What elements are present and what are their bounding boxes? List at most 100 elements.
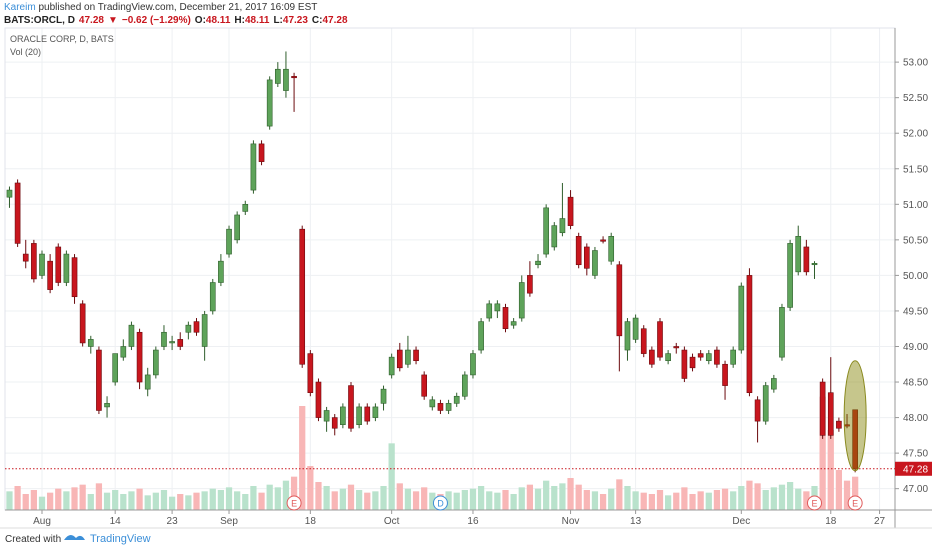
candle-body bbox=[673, 346, 680, 349]
candle-body bbox=[63, 253, 70, 283]
candle-body bbox=[453, 395, 460, 404]
volume-bar bbox=[559, 483, 566, 510]
candle-body bbox=[827, 392, 834, 436]
candle-body bbox=[405, 349, 411, 365]
candle-body bbox=[779, 307, 785, 358]
event-label: E bbox=[811, 499, 817, 509]
volume-bar bbox=[6, 491, 13, 510]
volume-bar bbox=[689, 494, 696, 510]
y-tick-label: 47.00 bbox=[903, 484, 928, 495]
volume-bar bbox=[697, 491, 704, 510]
volume-bar bbox=[404, 488, 412, 510]
volume-bar bbox=[648, 494, 655, 510]
volume-bar bbox=[705, 492, 712, 510]
volume-bar bbox=[323, 486, 330, 510]
event-label: D bbox=[437, 499, 444, 509]
quote-part: O: bbox=[195, 15, 206, 26]
candle-body bbox=[22, 253, 29, 262]
volume-bar bbox=[290, 476, 298, 510]
candle-body bbox=[388, 356, 395, 376]
volume-bar bbox=[38, 496, 46, 510]
y-tick-label: 48.50 bbox=[903, 378, 928, 389]
candle-body bbox=[315, 381, 322, 418]
candle-body bbox=[14, 182, 21, 244]
volume-bar bbox=[453, 492, 460, 510]
volume-bar bbox=[567, 478, 574, 510]
footer-logo bbox=[64, 534, 85, 540]
candle-body bbox=[486, 303, 493, 319]
candle-body bbox=[494, 303, 501, 312]
candle-body bbox=[771, 378, 777, 390]
candle-body bbox=[657, 321, 663, 358]
candle-body bbox=[762, 385, 769, 422]
candle-body bbox=[470, 353, 476, 376]
legend-volume: Vol (20) bbox=[10, 47, 41, 57]
candle-body bbox=[787, 243, 793, 308]
volume-bar bbox=[79, 484, 86, 510]
candle-body bbox=[185, 324, 192, 333]
volume-bar bbox=[819, 396, 826, 510]
quote-part: 48.11 bbox=[245, 15, 270, 26]
candle-body bbox=[193, 321, 200, 333]
candle-body bbox=[600, 239, 606, 242]
candle-body bbox=[348, 385, 354, 429]
candle-body bbox=[87, 339, 94, 347]
y-tick-label: 50.00 bbox=[903, 271, 928, 282]
candle-body bbox=[31, 243, 37, 280]
candle-body bbox=[144, 374, 151, 390]
y-tick-label: 51.50 bbox=[903, 164, 928, 175]
volume-bar bbox=[461, 490, 468, 510]
candle-body bbox=[340, 406, 346, 425]
candle-body bbox=[819, 381, 826, 436]
volume-bar bbox=[185, 495, 192, 510]
candle-body bbox=[510, 321, 517, 326]
quote-part: H: bbox=[234, 15, 245, 26]
volume-bar bbox=[502, 490, 509, 510]
candle-body bbox=[323, 410, 330, 422]
candle-body bbox=[754, 399, 761, 422]
volume-bar bbox=[331, 491, 338, 510]
candle-body bbox=[128, 324, 135, 347]
candle-body bbox=[836, 420, 842, 429]
y-tick-label: 49.50 bbox=[903, 306, 928, 317]
candle-body bbox=[543, 207, 549, 255]
quote-part: 47.28 bbox=[322, 15, 347, 26]
volume-bar bbox=[217, 490, 225, 510]
volume-bar bbox=[95, 483, 103, 510]
candle-body bbox=[437, 403, 444, 411]
legend-title: ORACLE CORP, D, BATS bbox=[10, 34, 114, 44]
candle-body bbox=[258, 143, 265, 162]
candle-body bbox=[71, 257, 78, 298]
x-tick-label: 18 bbox=[305, 516, 317, 527]
candle-body bbox=[649, 349, 655, 365]
candle-body bbox=[6, 189, 13, 198]
x-tick-label: Aug bbox=[33, 516, 51, 527]
candle-body bbox=[592, 250, 598, 276]
volume-bar bbox=[510, 494, 517, 510]
event-marker bbox=[286, 495, 302, 511]
event-label: E bbox=[291, 499, 297, 509]
volume-bar bbox=[136, 488, 143, 510]
candle-body bbox=[445, 403, 452, 411]
volume-bar bbox=[803, 491, 810, 510]
footer-brand[interactable]: TradingView bbox=[90, 533, 151, 545]
candle-body bbox=[218, 260, 224, 283]
candle-body bbox=[738, 285, 745, 351]
candle-body bbox=[47, 260, 53, 290]
volume-bar bbox=[266, 484, 273, 510]
candle-body bbox=[266, 79, 273, 127]
volume-bar bbox=[63, 491, 70, 510]
candle-body bbox=[299, 228, 306, 365]
author[interactable]: Kareim bbox=[4, 2, 36, 13]
candle-body bbox=[120, 346, 127, 358]
candle-body bbox=[535, 260, 541, 266]
candle-body bbox=[518, 282, 525, 319]
quote-part: 47.23 bbox=[283, 15, 308, 26]
volume-bar bbox=[356, 490, 363, 510]
volume-bar bbox=[112, 490, 119, 510]
candle-body bbox=[55, 246, 62, 283]
volume-bar bbox=[225, 487, 233, 510]
candle-body bbox=[705, 353, 712, 362]
candle-body bbox=[226, 228, 232, 255]
